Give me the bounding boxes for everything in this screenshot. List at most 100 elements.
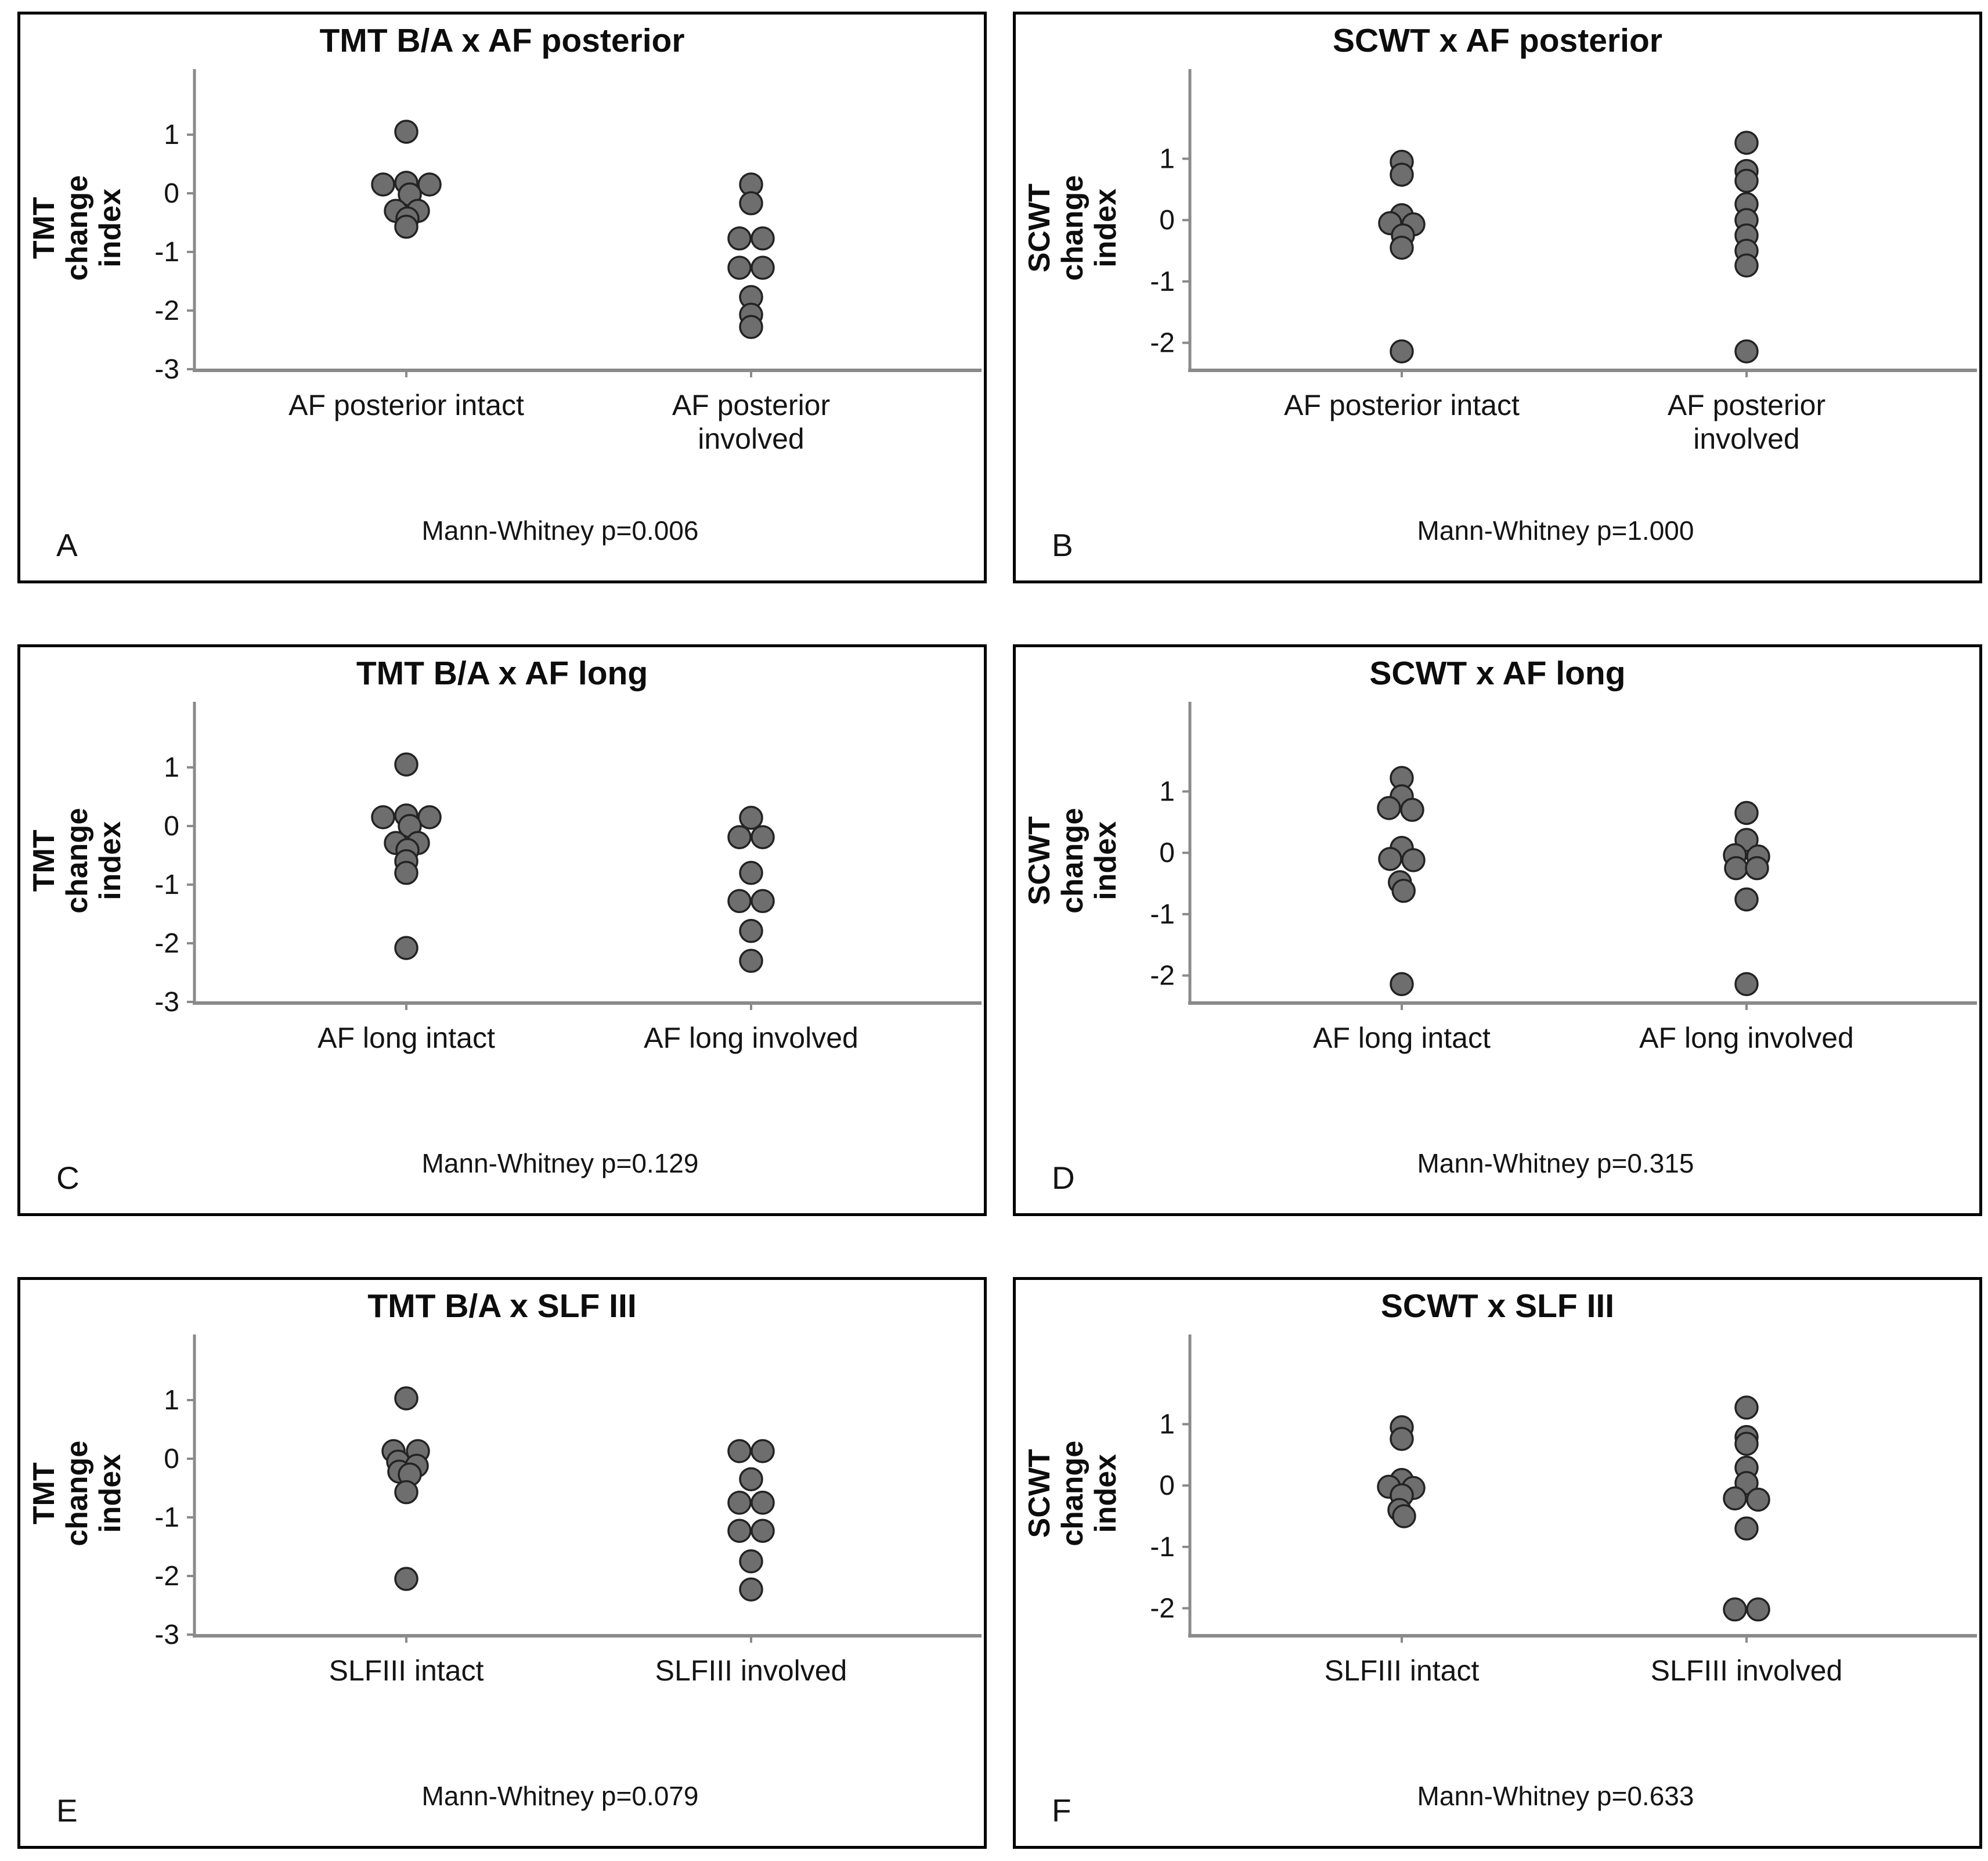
data-point	[1745, 856, 1769, 881]
panel-d: SCWT x AF long SCWT change index 1 0 -1 -2 …	[1013, 644, 1982, 1216]
y-tick-label: -1	[154, 1502, 179, 1533]
panel-e-title: TMT B/A x SLF III	[367, 1287, 637, 1325]
data-point	[1724, 856, 1748, 881]
data-point	[394, 120, 418, 144]
data-point	[371, 805, 395, 829]
data-point	[1377, 796, 1401, 820]
panel-c-y-axis-label: TMT change index	[27, 807, 128, 914]
data-point	[394, 1567, 418, 1591]
y-tick-label: 0	[164, 1444, 179, 1474]
data-point	[739, 1577, 763, 1602]
data-point	[751, 1491, 775, 1515]
data-point	[1400, 798, 1424, 822]
panel-d-letter: D	[1052, 1160, 1075, 1196]
data-point	[751, 889, 775, 914]
data-point	[751, 1439, 775, 1463]
strip-plot-d: 1 0 -1 -2	[1150, 702, 1977, 1010]
data-point	[1390, 235, 1414, 260]
data-point	[371, 172, 395, 197]
y-tick-label: -1	[1150, 266, 1175, 297]
data-point	[739, 806, 763, 830]
panel-f-title: SCWT x SLF III	[1380, 1287, 1615, 1325]
panel-b-pvalue: Mann-Whitney p=1.000	[1417, 515, 1694, 546]
data-point	[727, 255, 752, 280]
category-label: AF posterior involved	[672, 389, 831, 455]
data-point	[739, 1467, 763, 1492]
category-label: AF long involved	[644, 1022, 858, 1054]
y-tick-label: 0	[164, 178, 179, 209]
data-point	[727, 889, 752, 914]
panel-e-letter: E	[56, 1793, 78, 1828]
data-point	[1734, 1395, 1759, 1420]
data-point	[739, 919, 763, 943]
panel-a: TMT B/A x AF posterior TMT change index …	[17, 12, 987, 583]
data-point	[394, 1480, 418, 1505]
data-point	[751, 226, 775, 251]
panel-f-letter: F	[1052, 1793, 1071, 1828]
y-tick-label: 0	[164, 811, 179, 842]
panel-b-title: SCWT x AF posterior	[1333, 22, 1662, 59]
data-point	[394, 752, 418, 777]
category-label: SLFIII involved	[655, 1654, 847, 1687]
y-tick-label: -2	[1150, 328, 1175, 359]
panel-f-y-axis-label: SCWT change index	[1023, 1440, 1123, 1546]
panel-d-pvalue: Mann-Whitney p=0.315	[1417, 1148, 1694, 1178]
data-point	[1390, 972, 1414, 997]
data-point	[1734, 972, 1759, 997]
data-point	[1734, 168, 1759, 193]
data-point	[727, 1519, 752, 1543]
data-point	[394, 936, 418, 960]
data-point	[1390, 1427, 1414, 1451]
data-point	[1746, 1597, 1770, 1622]
panel-d-title: SCWT x AF long	[1369, 655, 1626, 692]
data-point	[417, 805, 442, 829]
data-point	[1723, 1597, 1747, 1622]
data-point	[727, 1491, 752, 1515]
category-label: AF long intact	[1313, 1022, 1491, 1054]
y-tick-label: -1	[1150, 899, 1175, 930]
y-tick-label: 1	[164, 120, 179, 150]
data-point	[739, 948, 763, 973]
strip-plot-f: 1 0 -1 -2	[1150, 1335, 1977, 1643]
panel-d-category-labels: AF long intact AF long involved	[1132, 1022, 1979, 1120]
data-point	[1390, 339, 1414, 364]
y-tick-label: -2	[1150, 961, 1175, 991]
data-point	[1746, 1487, 1770, 1512]
data-point	[751, 825, 775, 849]
data-point	[1392, 1504, 1416, 1528]
y-tick-label: -1	[154, 237, 179, 268]
y-tick-label: -2	[154, 295, 179, 326]
panel-f-category-labels: SLFIII intact SLFIII involved	[1132, 1654, 1979, 1753]
panel-c-pvalue: Mann-Whitney p=0.129	[421, 1148, 699, 1178]
strip-plot-b: 1 0 -1 -2	[1150, 69, 1977, 377]
panel-a-pvalue: Mann-Whitney p=0.006	[421, 515, 699, 546]
data-point	[1734, 1516, 1759, 1541]
data-point	[739, 191, 763, 215]
category-label: AF posterior involved	[1667, 389, 1826, 455]
panel-a-letter: A	[56, 527, 78, 563]
category-label: AF long intact	[317, 1022, 495, 1054]
y-tick-label: 0	[1159, 1470, 1175, 1501]
panel-c-title: TMT B/A x AF long	[356, 655, 648, 692]
data-point	[739, 861, 763, 885]
data-point	[1734, 339, 1759, 364]
data-point	[1391, 878, 1416, 903]
data-point	[1401, 848, 1426, 872]
data-point	[1734, 800, 1759, 825]
y-tick-label: 1	[1159, 1409, 1175, 1440]
data-point	[727, 825, 752, 849]
y-tick-label: 1	[1159, 143, 1175, 174]
panel-f: SCWT x SLF III SCWT change index 1 0 -1 -2 …	[1013, 1277, 1982, 1849]
y-tick-label: 0	[1159, 838, 1175, 868]
y-tick-label: -2	[1150, 1593, 1175, 1624]
figure-grid: TMT B/A x AF posterior TMT change index …	[17, 12, 1982, 1849]
panel-e-y-axis-label: TMT change index	[27, 1440, 128, 1546]
data-point	[751, 1519, 775, 1543]
data-point	[727, 226, 752, 251]
data-point	[1734, 887, 1759, 912]
panel-a-category-labels: AF posterior intact AF posterior involve…	[136, 389, 984, 488]
data-point	[1378, 846, 1402, 871]
panel-e: TMT B/A x SLF III TMT change index 1 0 -1 -…	[17, 1277, 987, 1849]
y-tick-label: 1	[1159, 776, 1175, 807]
panel-b-category-labels: AF posterior intact AF posterior involve…	[1132, 389, 1979, 488]
